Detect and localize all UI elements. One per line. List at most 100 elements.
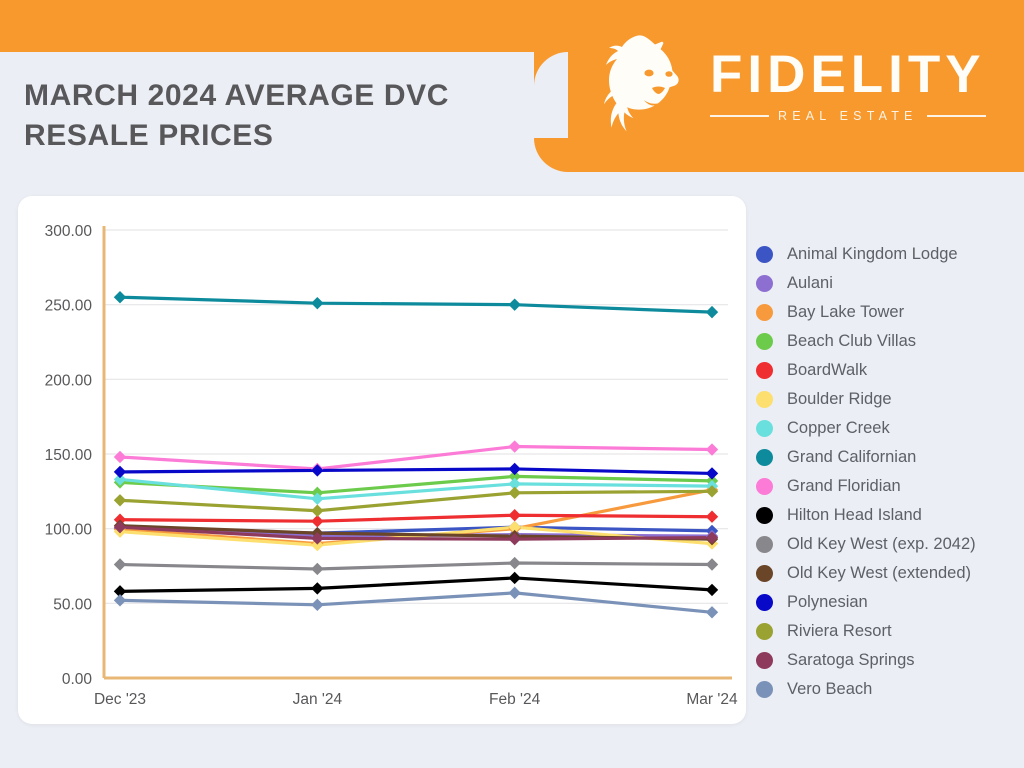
legend-item-label: Hilton Head Island	[787, 506, 922, 524]
legend-item-label: Old Key West (extended)	[787, 564, 972, 582]
legend-item[interactable]: Polynesian	[756, 588, 1024, 617]
logo-rule-right	[926, 115, 986, 117]
legend-item-label: Riviera Resort	[787, 622, 892, 640]
y-axis-tick-label: 300.00	[45, 223, 93, 240]
legend-color-swatch-icon	[756, 304, 773, 321]
y-axis-tick-label: 0.00	[62, 671, 93, 688]
series-marker	[508, 586, 521, 600]
header-notch-curve-bottom	[534, 138, 568, 172]
chart-legend: Animal Kingdom Lodge Aulani Bay Lake Tower…	[756, 240, 1024, 710]
series-marker	[508, 462, 521, 476]
page-title: March 2024 Average DVC Resale Prices	[24, 79, 449, 152]
legend-color-swatch-icon	[756, 246, 773, 263]
header-notch-curve-top	[534, 52, 568, 86]
y-axis-tick-label: 200.00	[45, 372, 93, 389]
legend-item-label: Boulder Ridge	[787, 390, 892, 408]
legend-item[interactable]: Grand Californian	[756, 443, 1024, 472]
legend-color-swatch-icon	[756, 536, 773, 553]
series-marker	[311, 492, 324, 505]
legend-color-swatch-icon	[756, 507, 773, 524]
series-marker	[508, 571, 521, 585]
series-marker	[508, 486, 521, 500]
legend-item-label: BoardWalk	[787, 361, 868, 379]
legend-item-label: Bay Lake Tower	[787, 303, 905, 321]
logo-tagline: REAL ESTATE	[777, 109, 918, 123]
legend-color-swatch-icon	[756, 565, 773, 582]
series-line	[118, 576, 714, 593]
gridlines	[104, 229, 728, 604]
series-marker	[311, 464, 324, 477]
series-marker	[508, 470, 521, 483]
legend-color-swatch-icon	[756, 391, 773, 408]
legend-color-swatch-icon	[756, 478, 773, 495]
series-lines	[118, 295, 714, 614]
legend-color-swatch-icon	[756, 362, 773, 379]
logo-rule-left	[710, 115, 769, 117]
legend-item[interactable]: Bay Lake Tower	[756, 298, 1024, 327]
series-marker	[705, 485, 719, 498]
legend-item[interactable]: Animal Kingdom Lodge	[756, 240, 1024, 269]
series-line	[118, 467, 714, 476]
legend-item[interactable]: Old Key West (extended)	[756, 559, 1024, 588]
legend-color-swatch-icon	[756, 420, 773, 437]
line-chart-plot: 0.0050.00100.00150.00200.00250.00300.00 …	[45, 223, 738, 708]
legend-item-label: Polynesian	[787, 593, 868, 611]
logo-tagline-row: REAL ESTATE	[710, 109, 986, 123]
legend-item[interactable]: Riviera Resort	[756, 617, 1024, 646]
y-axis-tick-label: 100.00	[45, 522, 93, 539]
chart-card: 0.00 50.00 100.00 150.00 200.00 250.00 300.00 …	[18, 196, 746, 724]
legend-item-label: Grand Floridian	[787, 477, 901, 495]
series-marker	[508, 440, 521, 453]
series-line	[118, 561, 714, 571]
series-marker	[113, 473, 127, 486]
legend-item[interactable]: Aulani	[756, 269, 1024, 298]
legend-item-label: Beach Club Villas	[787, 332, 917, 350]
series-marker	[113, 558, 127, 571]
legend-item-label: Saratoga Springs	[787, 651, 915, 669]
legend-item[interactable]: BoardWalk	[756, 356, 1024, 385]
legend-color-swatch-icon	[756, 275, 773, 292]
legend-color-swatch-icon	[756, 652, 773, 669]
x-axis-tick-label: Mar '24	[686, 691, 738, 708]
series-marker	[508, 520, 521, 534]
legend-item[interactable]: Copper Creek	[756, 414, 1024, 443]
series-marker	[113, 450, 127, 464]
series-marker	[508, 477, 521, 491]
brand-logo: FIDELITY REAL ESTATE	[592, 26, 992, 144]
series-marker	[705, 583, 719, 597]
legend-color-swatch-icon	[756, 594, 773, 611]
series-marker	[113, 494, 127, 507]
logo-wordmark: FIDELITY	[710, 45, 986, 104]
legend-item[interactable]: Beach Club Villas	[756, 327, 1024, 356]
lion-head-icon	[604, 35, 679, 132]
legend-item[interactable]: Old Key West (exp. 2042)	[756, 530, 1024, 559]
legend-item-label: Old Key West (exp. 2042)	[787, 535, 976, 553]
legend-color-swatch-icon	[756, 333, 773, 350]
series-line	[118, 444, 714, 471]
legend-item-label: Grand Californian	[787, 448, 917, 466]
legend-item[interactable]: Boulder Ridge	[756, 385, 1024, 414]
series-marker	[113, 465, 127, 479]
series-marker	[508, 298, 521, 311]
series-marker	[508, 556, 521, 570]
y-axis-tick-labels: 0.00 50.00 100.00 150.00 200.00 250.00 300.00	[45, 223, 93, 688]
series-marker	[705, 443, 719, 456]
series-line	[118, 525, 714, 541]
series-marker	[311, 504, 324, 517]
legend-color-swatch-icon	[756, 449, 773, 466]
legend-item[interactable]: Vero Beach	[756, 675, 1024, 704]
legend-item[interactable]: Hilton Head Island	[756, 501, 1024, 530]
x-axis-tick-label: Feb '24	[489, 691, 541, 708]
legend-item[interactable]: Saratoga Springs	[756, 646, 1024, 675]
legend-item-label: Animal Kingdom Lodge	[787, 245, 958, 263]
legend-item-label: Aulani	[787, 274, 833, 292]
y-axis-tick-label: 250.00	[45, 298, 93, 315]
legend-item[interactable]: Grand Floridian	[756, 472, 1024, 501]
series-line	[118, 513, 714, 523]
series-marker	[311, 296, 324, 310]
series-line	[118, 489, 714, 513]
legend-color-swatch-icon	[756, 681, 773, 698]
series-marker	[705, 510, 719, 523]
series-marker	[705, 467, 719, 480]
series-marker	[113, 291, 127, 304]
